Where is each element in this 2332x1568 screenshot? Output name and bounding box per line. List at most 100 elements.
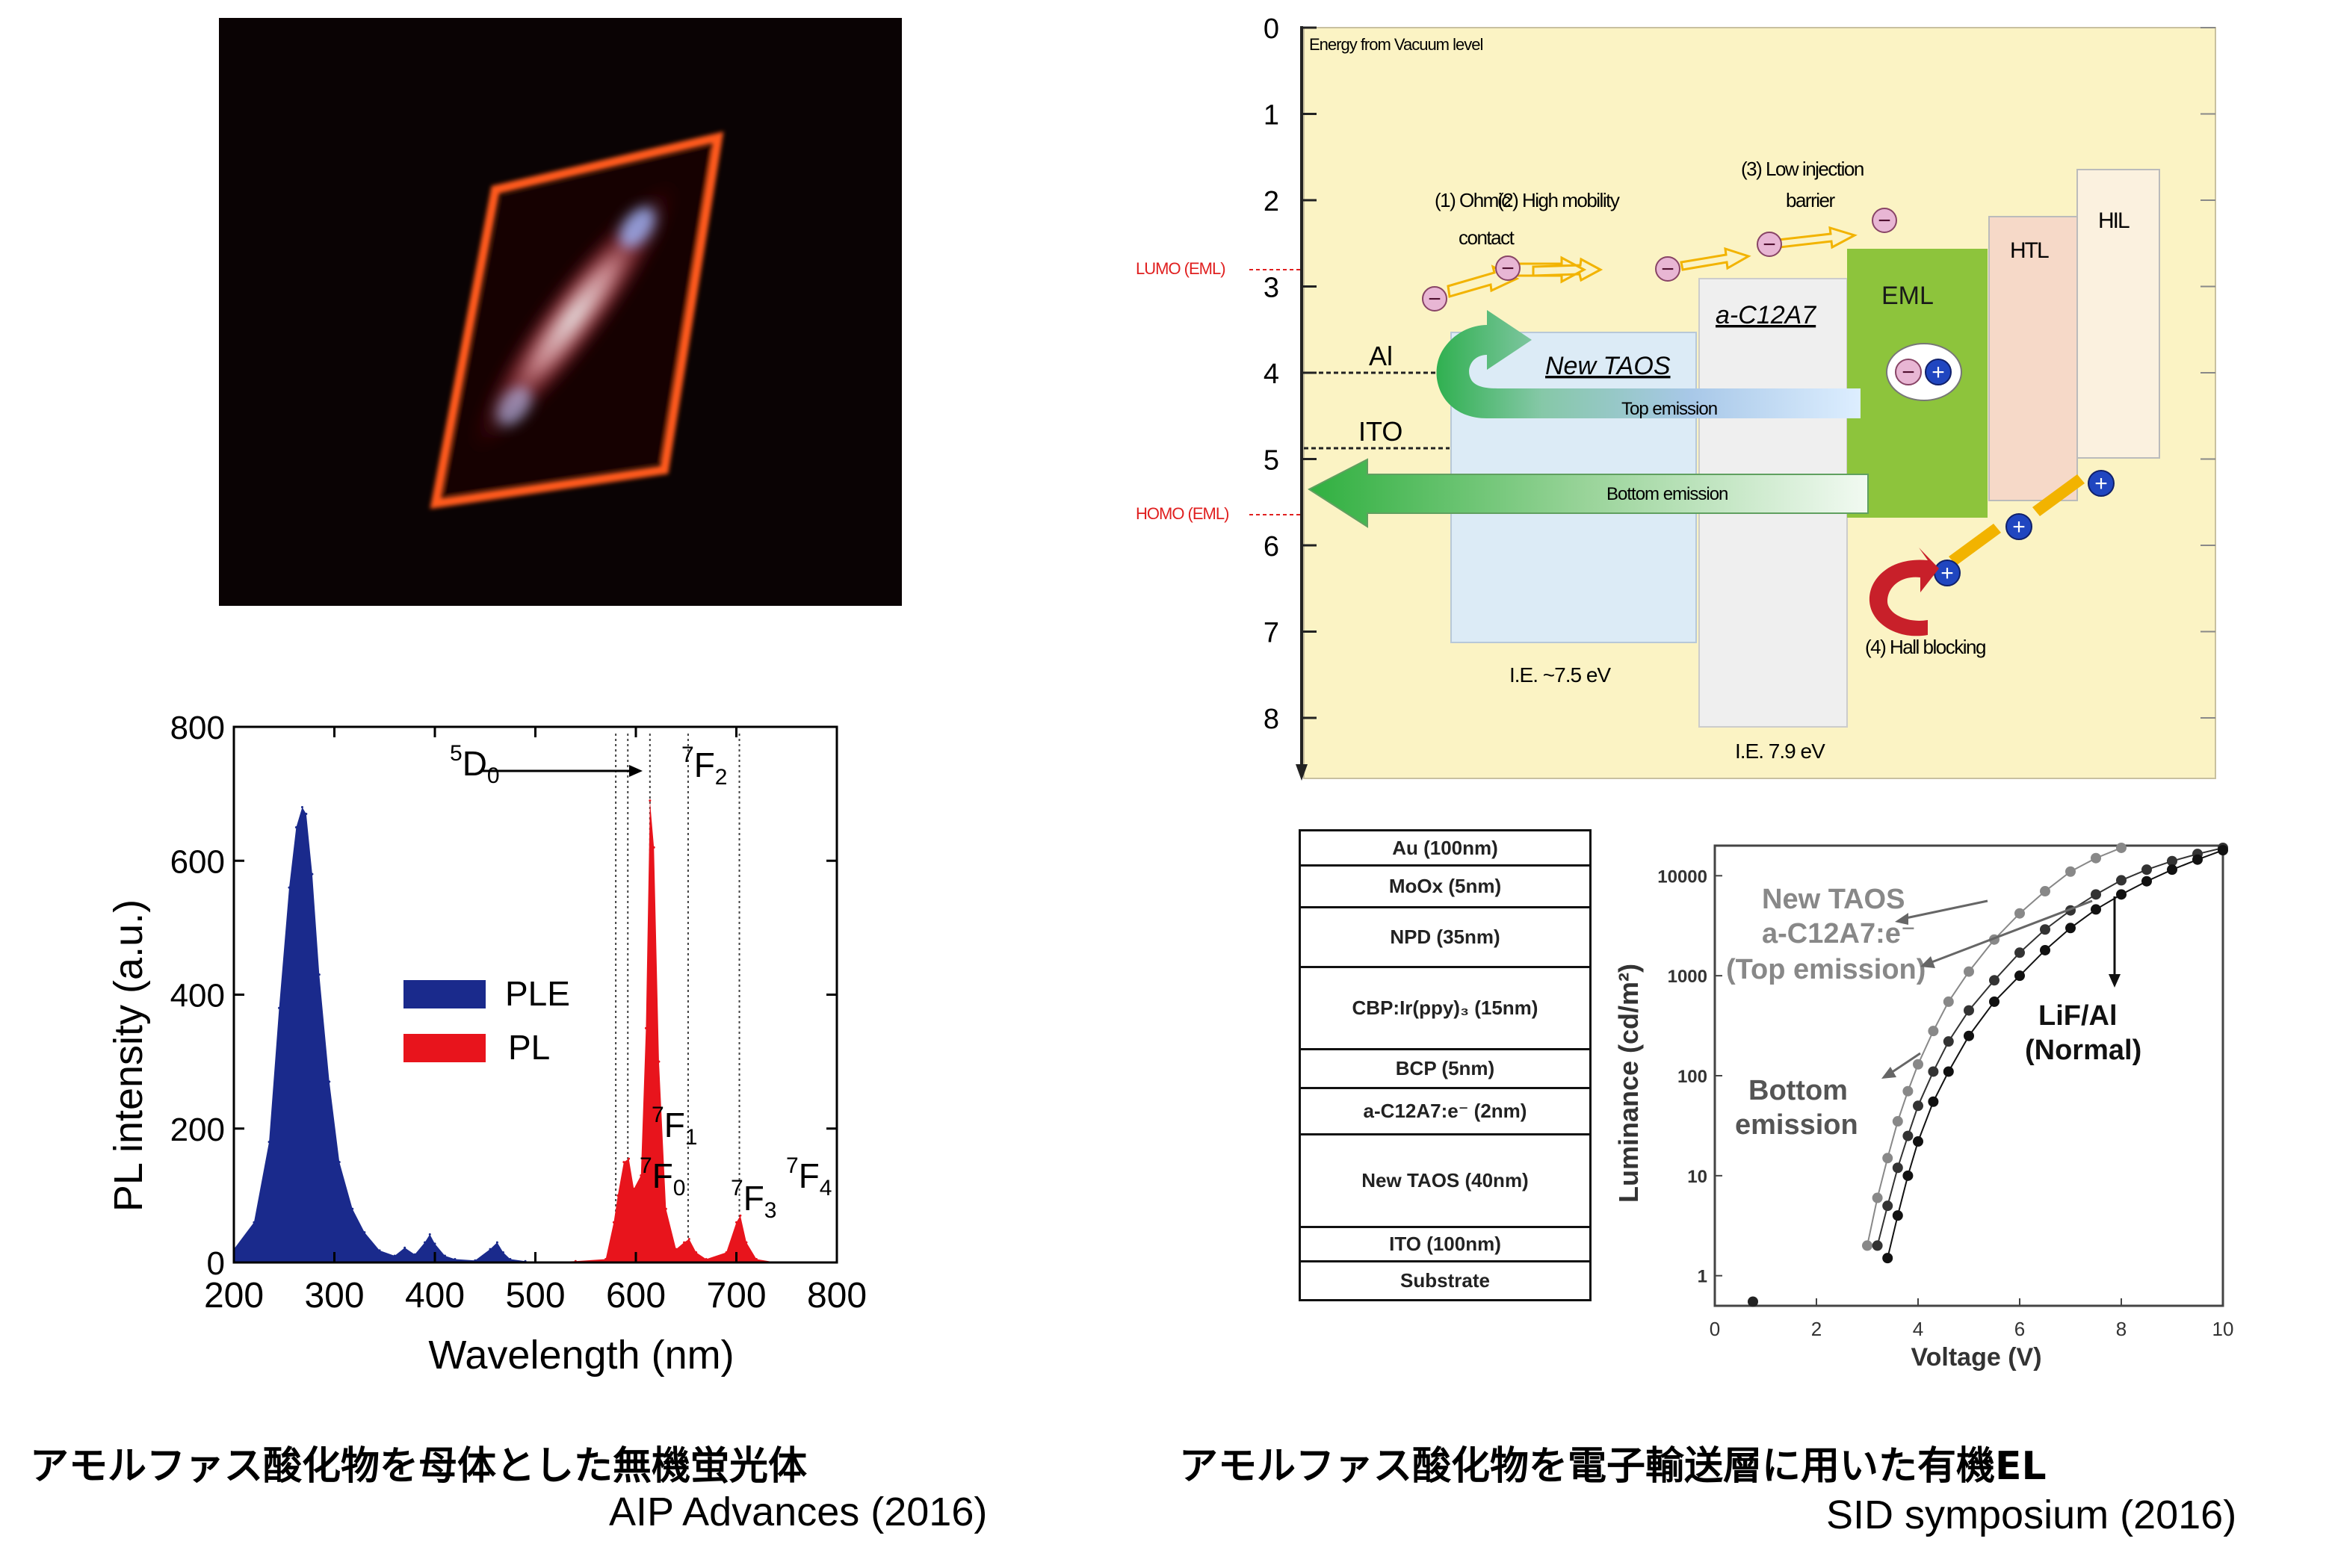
point-ple (305, 813, 308, 816)
legend-swatch-ple (403, 980, 486, 1008)
point-bottom (2167, 855, 2177, 867)
electrons: − − − − − (1422, 208, 1897, 312)
point-pl (612, 1221, 615, 1224)
energy-tick-label: 8 (1264, 704, 1279, 735)
point-normal (1882, 1253, 1893, 1264)
point-ple (288, 886, 291, 889)
annot-7f2: 7F2 (681, 743, 727, 790)
point-ple (501, 1251, 504, 1254)
energy-tick-label: 4 (1264, 359, 1279, 390)
series-area-ple (234, 807, 536, 1262)
lum-annotations: New TAOS a-C12A7:e⁻ (Top emission) Botto… (1726, 884, 2141, 1141)
device-layer-stack: Au (100nm) MoOx (5nm) NPD (35nm) CBP:Ir(ppy… (1299, 829, 1592, 1301)
energy-tick-label: 1 (1264, 100, 1279, 131)
y-tick-label: 100 (1677, 1067, 1707, 1087)
layer-row: ITO (100nm) (1299, 1228, 1592, 1262)
point-ple (495, 1241, 498, 1244)
point-ple (351, 1207, 354, 1210)
point-ple (318, 973, 321, 976)
x-tick-label: 400 (405, 1276, 465, 1316)
point-pl (675, 1248, 678, 1251)
y-tick-label: 1 (1698, 1267, 1707, 1287)
a-c12a7-label: a-C12A7 (1716, 301, 1816, 329)
holes: + + + (1934, 470, 2115, 586)
point-bottom (2141, 864, 2152, 876)
legend-swatch-pl (403, 1034, 486, 1062)
layer-row: MoOx (5nm) (1299, 867, 1592, 908)
electron-icon: − (1661, 257, 1674, 282)
step-2-label: (2) High mobility (1497, 189, 1620, 211)
point-ple (443, 1254, 446, 1257)
electron-icon: − (1763, 232, 1776, 257)
point-ple (278, 1006, 281, 1009)
eml-label: EML (1881, 282, 1934, 310)
hil-label: HIL (2098, 208, 2130, 233)
x-tick-label: 0 (1710, 1318, 1720, 1340)
point-bottom (1989, 975, 1999, 986)
point-bottom (2116, 875, 2127, 886)
pl-xlabel: Wavelength (nm) (428, 1333, 734, 1378)
right-caption-jp: アモルファス酸化物を電子輸送層に用いた有機EL (1179, 1444, 2047, 1489)
energy-tick-label: 5 (1264, 445, 1279, 477)
layer-row: BCP (5nm) (1299, 1050, 1592, 1089)
point-top (2091, 852, 2101, 864)
point-normal (2167, 864, 2177, 876)
step-1b-label: contact (1459, 226, 1515, 249)
point-bottom (1913, 1100, 1923, 1112)
y-tick-label: 800 (170, 710, 225, 746)
point-top (1872, 1192, 1883, 1203)
point-bottom (2040, 924, 2050, 935)
point-normal (2192, 854, 2203, 865)
point-pl (687, 1238, 690, 1241)
phosphor-photo (219, 18, 902, 606)
new-taos-label: New TAOS (1545, 352, 1671, 380)
point-pl (683, 1241, 686, 1244)
point-top (1882, 1153, 1893, 1164)
point-top (2014, 908, 2025, 919)
point-pl (695, 1251, 698, 1254)
annot-norm-2: (Normal) (2025, 1035, 2141, 1066)
point-ple (393, 1254, 396, 1257)
step-1-label: (1) Ohmic (1435, 189, 1511, 211)
annot-top-1: New TAOS (1762, 884, 1905, 915)
y-tick-label: 400 (170, 978, 225, 1014)
point-bottom (2014, 947, 2025, 958)
point-ple (253, 1221, 256, 1224)
hil-block (2076, 169, 2160, 459)
point-normal (1913, 1136, 1923, 1147)
point-pl (622, 1161, 625, 1164)
point-ple (489, 1248, 492, 1251)
point-ple (267, 1141, 270, 1144)
point-ple (294, 825, 297, 828)
point-normal (1989, 996, 1999, 1007)
point-pl (705, 1258, 708, 1261)
step-3b-label: barrier (1786, 189, 1835, 211)
y-tick-label: 0 (207, 1245, 225, 1282)
annot-7f0: 7F0 (640, 1153, 685, 1200)
point-ple (403, 1246, 406, 1249)
x-tick-label: 200 (204, 1276, 264, 1316)
left-caption-ref: AIP Advances (2016) (609, 1490, 988, 1534)
legend-label-pl: PL (508, 1028, 550, 1067)
layer-row: a-C12A7:e⁻ (2nm) (1299, 1089, 1592, 1135)
point-pl (755, 1258, 758, 1261)
eml-electron-icon: − (1902, 360, 1915, 385)
energy-axis-title: Energy from Vacuum level (1309, 35, 1482, 54)
point-ple (474, 1259, 477, 1262)
annot-7f4: 7F4 (786, 1153, 832, 1200)
x-tick-label: 700 (706, 1276, 766, 1316)
left-caption-jp: アモルファス酸化物を母体とした無機蛍光体 (30, 1444, 808, 1489)
point-bottom (1892, 1162, 1903, 1174)
htl-label: HTL (2010, 238, 2049, 263)
point-top (1964, 966, 1974, 977)
pl-annotations: 5D0 7F2 7F1 7F0 7F3 7F4 (450, 741, 832, 1223)
point-bottom (2091, 889, 2101, 900)
electron-icon: − (1878, 208, 1891, 233)
eml-hole-icon: + (1932, 360, 1945, 385)
annot-norm-1: LiF/Al (2038, 1000, 2118, 1032)
lum-ylabel: Luminance (cd/m²) (1613, 964, 1644, 1203)
point-ple (454, 1258, 457, 1261)
layer-row: Au (100nm) (1299, 829, 1592, 867)
right-caption-ref: SID symposium (2016) (1826, 1493, 2237, 1537)
